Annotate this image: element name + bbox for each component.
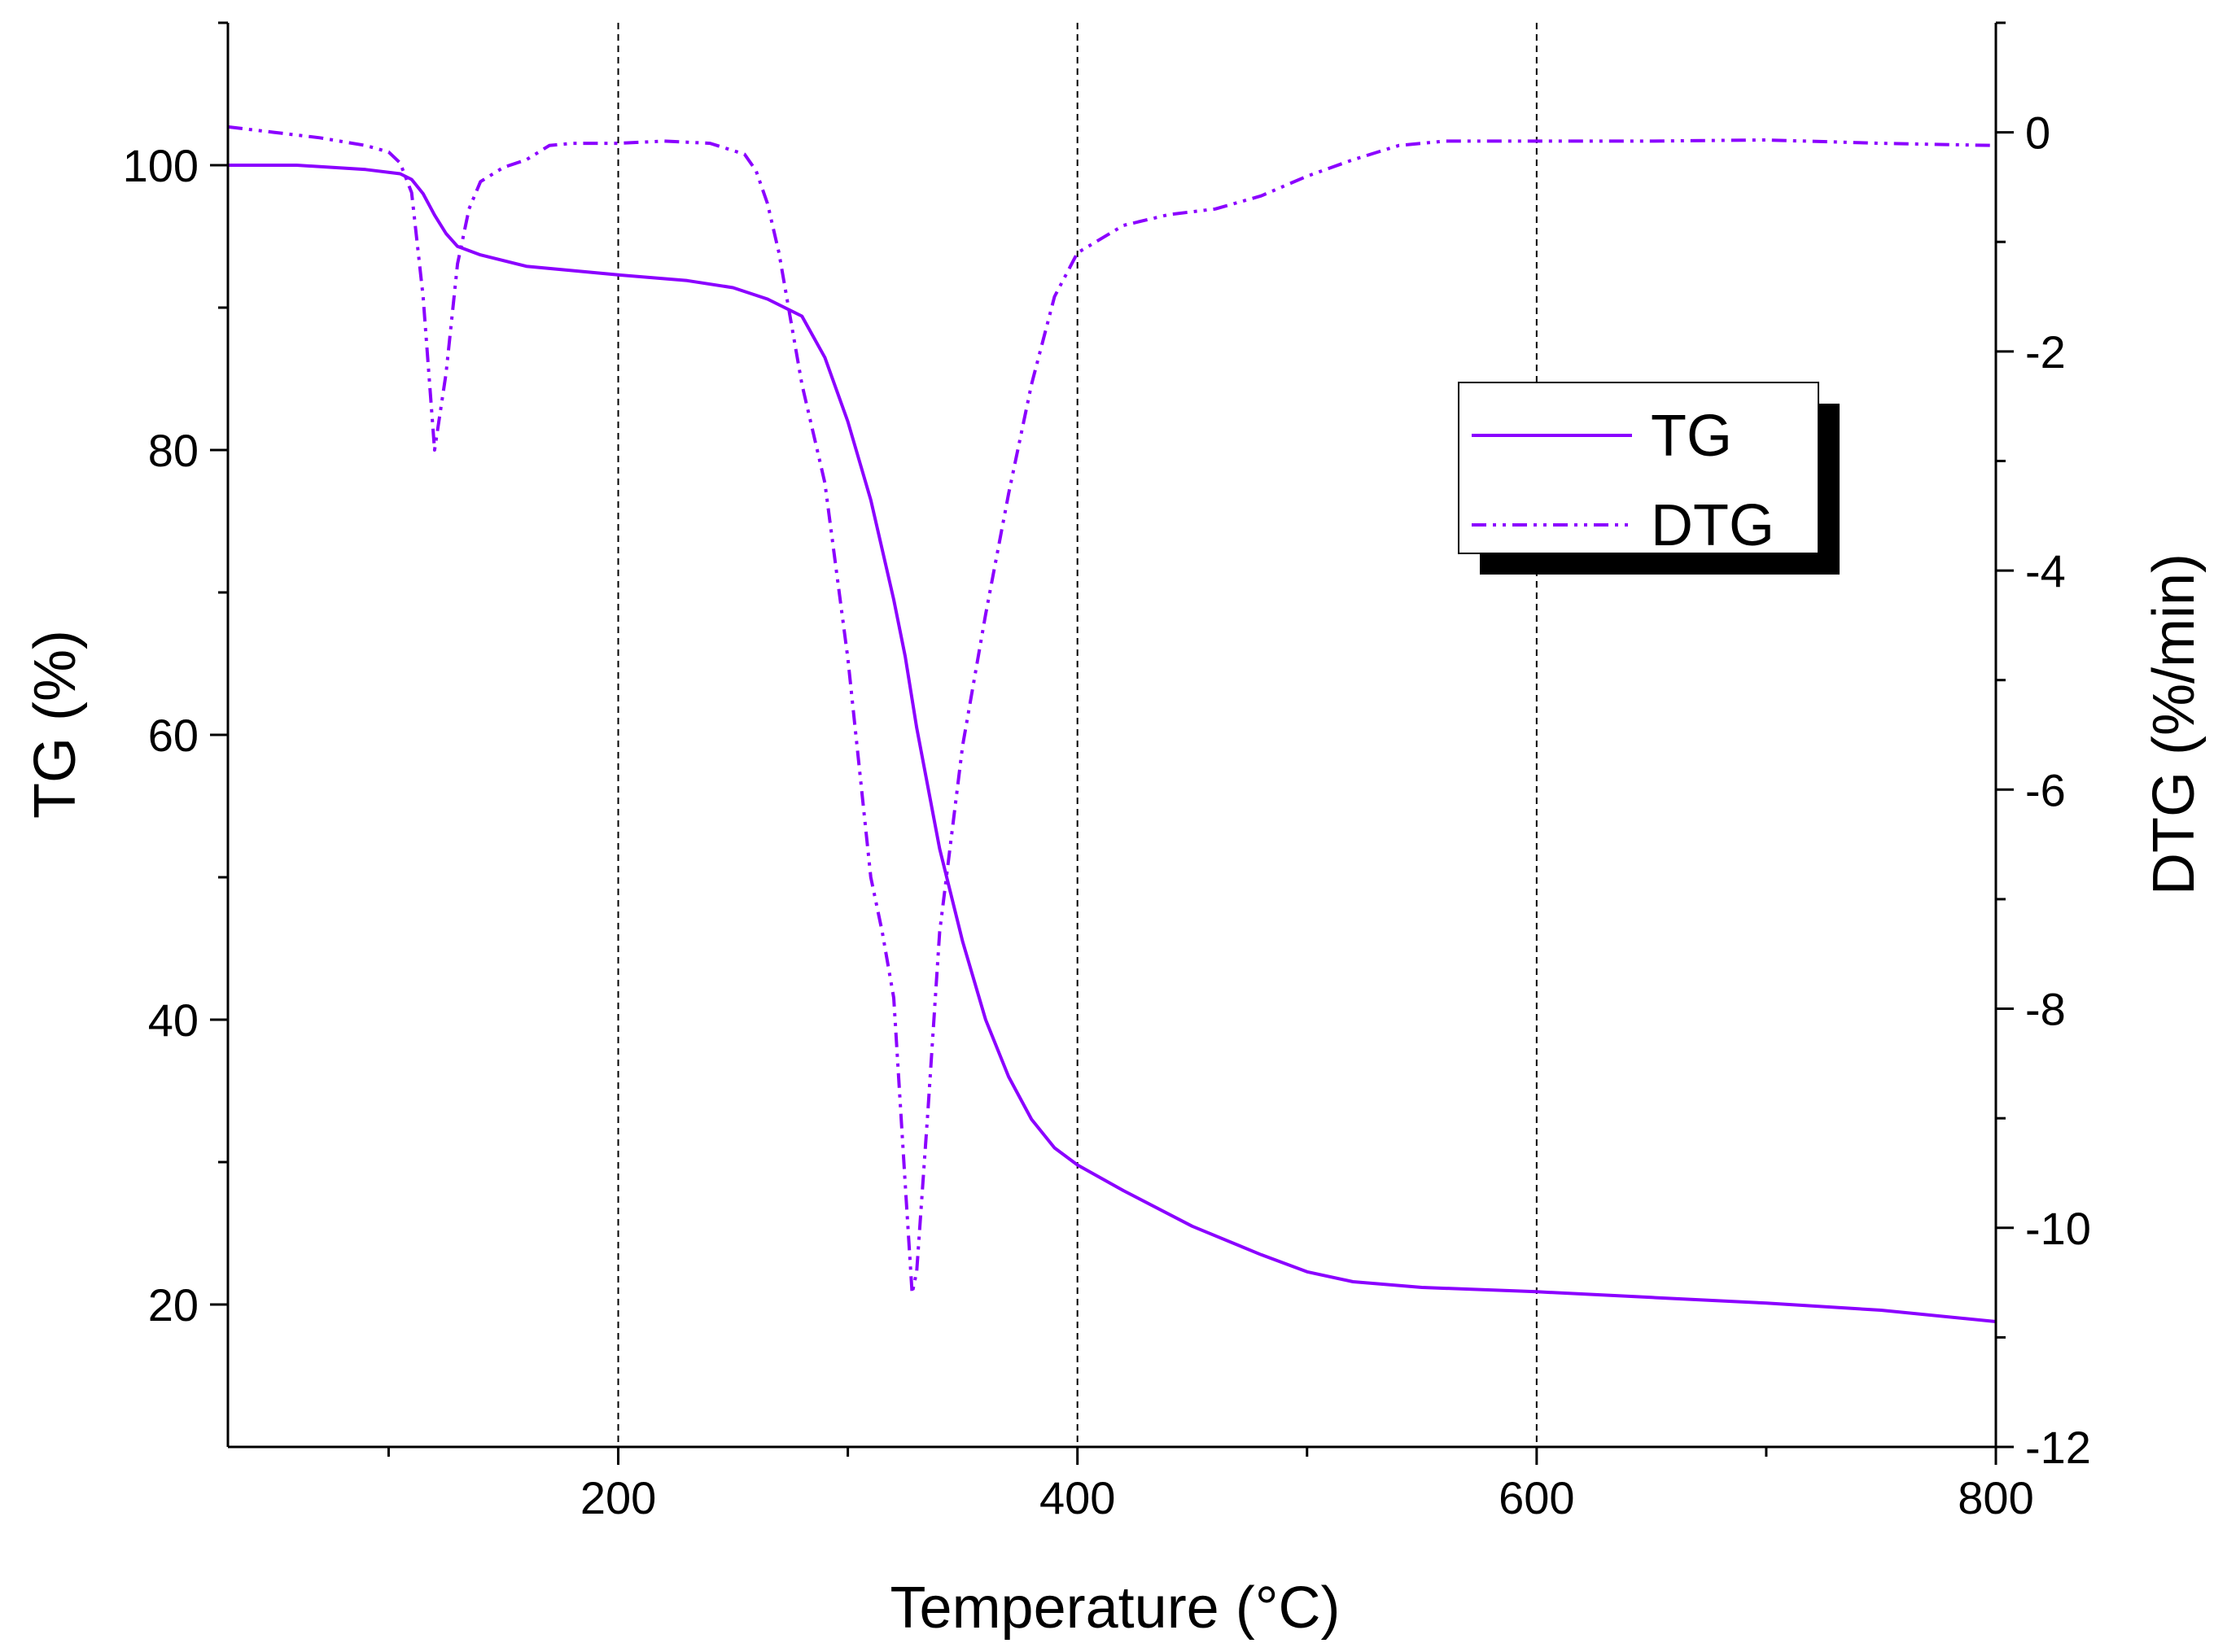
y-right-axis-title: DTG (%/min) — [2142, 553, 2207, 895]
legend-label-dtg: DTG — [1651, 493, 1774, 558]
x-tick-label: 200 — [580, 1472, 656, 1523]
y-right-tick-label: 0 — [2025, 107, 2050, 159]
legend: TG DTG — [1458, 382, 1840, 575]
y-left-tick-label: 80 — [148, 425, 199, 476]
series-line-tg — [228, 164, 1997, 1323]
y-left-tick-label: 40 — [148, 994, 199, 1046]
y-right-tick-label: -2 — [2025, 326, 2066, 378]
series-line-dtg — [227, 125, 1997, 1296]
gridlines — [617, 23, 1538, 1447]
y-right-tick-label: -4 — [2025, 545, 2066, 597]
y-right-tick-label: -8 — [2025, 984, 2066, 1035]
y-right-tick-label: -6 — [2025, 764, 2066, 815]
y-right-tick-label: -12 — [2025, 1422, 2091, 1473]
y-left-tick-label: 60 — [148, 710, 199, 761]
legend-label-tg: TG — [1651, 404, 1732, 469]
y-left-tick-label: 20 — [148, 1279, 199, 1331]
x-tick-label: 800 — [1958, 1472, 2033, 1523]
x-tick-label: 400 — [1039, 1472, 1115, 1523]
axis-ticks: 200 400 600 800 20 40 60 80 100 0 -2 -4 -6 -8 -10 -12 — [123, 21, 2091, 1523]
x-tick-label: 600 — [1499, 1472, 1574, 1523]
y-right-tick-label: -10 — [2025, 1203, 2091, 1254]
y-left-tick-label: 100 — [123, 140, 199, 191]
y-left-axis-title: TG (%) — [23, 630, 88, 819]
x-axis-title: Temperature (°C) — [890, 1576, 1341, 1641]
series-lines — [227, 125, 1997, 1323]
